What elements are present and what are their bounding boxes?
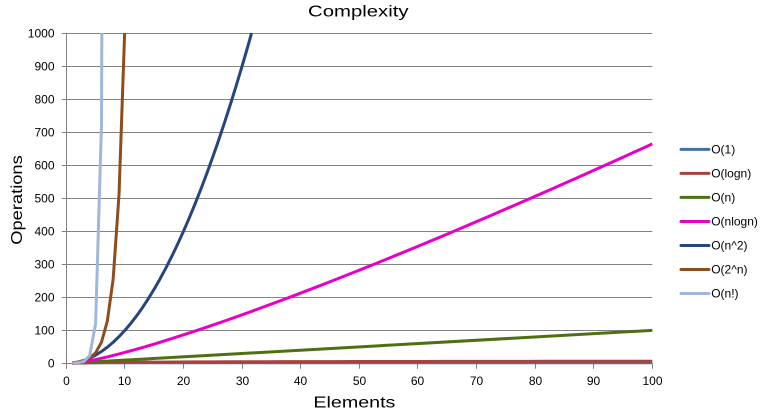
svg-text:700: 700 xyxy=(34,125,54,139)
svg-text:100: 100 xyxy=(34,323,54,337)
svg-text:900: 900 xyxy=(34,59,54,73)
svg-text:30: 30 xyxy=(236,374,250,388)
svg-text:80: 80 xyxy=(529,374,543,388)
svg-text:300: 300 xyxy=(34,257,54,271)
svg-text:O(n^2): O(n^2) xyxy=(711,238,747,252)
svg-text:20: 20 xyxy=(177,374,191,388)
svg-text:O(nlogn): O(nlogn) xyxy=(711,214,758,228)
svg-text:0: 0 xyxy=(48,356,55,370)
svg-text:1000: 1000 xyxy=(28,26,55,40)
svg-text:400: 400 xyxy=(34,224,54,238)
svg-text:90: 90 xyxy=(587,374,601,388)
svg-text:70: 70 xyxy=(470,374,484,388)
svg-text:40: 40 xyxy=(294,374,308,388)
svg-text:0: 0 xyxy=(63,374,70,388)
svg-text:Operations: Operations xyxy=(9,155,26,245)
svg-text:Elements: Elements xyxy=(313,395,395,412)
svg-text:50: 50 xyxy=(353,374,367,388)
svg-text:O(n): O(n) xyxy=(711,190,735,204)
svg-text:60: 60 xyxy=(411,374,425,388)
svg-text:O(logn): O(logn) xyxy=(711,166,751,180)
svg-text:Complexity: Complexity xyxy=(308,4,409,21)
svg-text:O(2^n): O(2^n) xyxy=(711,262,747,276)
svg-text:O(1): O(1) xyxy=(711,142,735,156)
svg-text:O(n!): O(n!) xyxy=(711,286,738,300)
svg-text:100: 100 xyxy=(642,374,662,388)
svg-text:200: 200 xyxy=(34,290,54,304)
svg-text:600: 600 xyxy=(34,158,54,172)
svg-text:500: 500 xyxy=(34,191,54,205)
svg-text:800: 800 xyxy=(34,92,54,106)
svg-text:10: 10 xyxy=(118,374,132,388)
